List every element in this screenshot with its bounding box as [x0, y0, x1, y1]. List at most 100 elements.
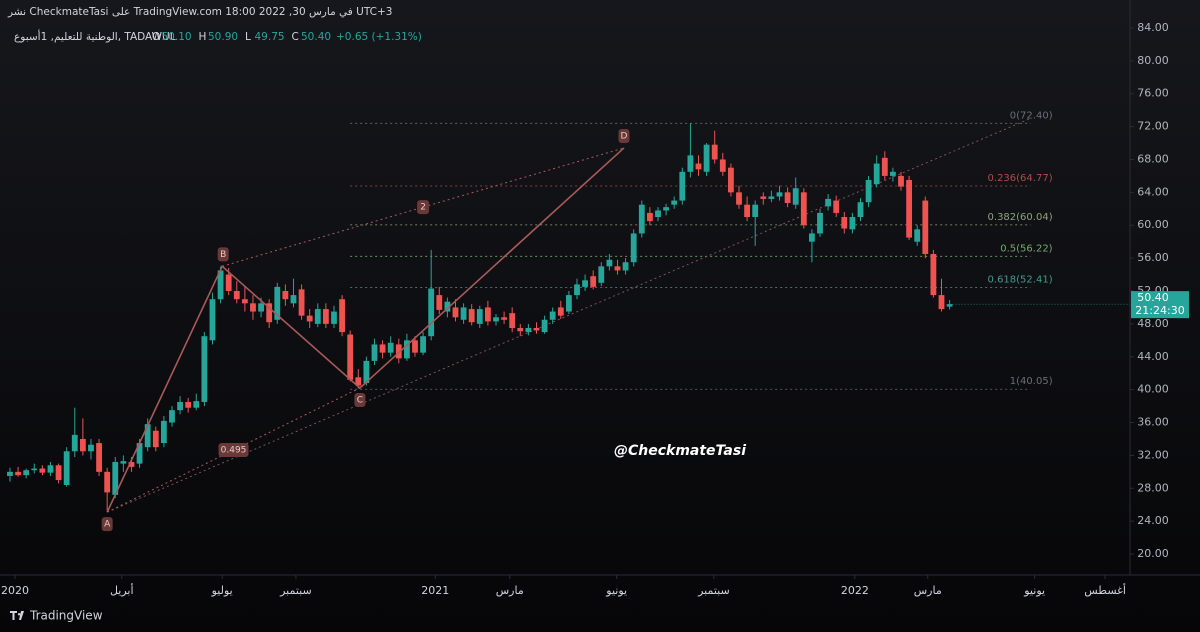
x-tick-label: مارس	[496, 584, 524, 597]
candle-body	[574, 284, 580, 296]
candle-body	[39, 468, 46, 473]
candle-body	[55, 465, 62, 481]
candle-body	[241, 299, 248, 304]
candle-body	[646, 212, 653, 222]
candle-body	[565, 295, 572, 312]
candle-body	[250, 303, 256, 312]
candle-body	[160, 420, 167, 444]
ohlc-key: O	[152, 31, 160, 43]
candle-body	[444, 301, 451, 312]
pattern-point-label-box	[217, 247, 229, 262]
candle-body	[412, 340, 418, 353]
candle-body	[112, 461, 119, 495]
x-tick-label: سبتمبر	[279, 584, 312, 597]
y-tick-label: 48.00	[1137, 317, 1169, 330]
candle-body	[468, 309, 475, 323]
candle-body	[671, 200, 678, 205]
candle-body	[88, 444, 94, 452]
candle-body	[865, 180, 872, 203]
y-tick-label: 36.00	[1137, 416, 1169, 429]
candle-body	[890, 171, 896, 176]
candle-body	[833, 200, 840, 213]
candle-body	[225, 274, 232, 291]
x-tick-label: يوليو	[211, 584, 233, 597]
price-tag-value: 50.40	[1137, 291, 1169, 304]
candle-body	[873, 163, 880, 185]
candle-body	[355, 377, 362, 386]
candle-body	[598, 266, 605, 283]
brand: TradingView	[10, 609, 103, 623]
candle-body	[687, 155, 694, 172]
candle-body	[136, 443, 143, 464]
candle-body	[768, 196, 775, 199]
published-line: نشر CheckmateTasi على TradingView.com في…	[7, 6, 392, 18]
candle-body	[339, 299, 345, 333]
y-tick-label: 72.00	[1137, 120, 1169, 133]
fib-label: 0(72.40)	[1010, 110, 1053, 121]
brand-name: TradingView	[29, 609, 103, 623]
x-tick-label: 2021	[421, 584, 449, 597]
pattern-point-label-box	[101, 517, 113, 532]
candle-body	[525, 327, 532, 333]
candle-body	[582, 280, 588, 287]
candle-body	[185, 401, 192, 408]
candle-body	[290, 295, 297, 304]
candle-body	[663, 207, 669, 211]
candle-body	[695, 163, 702, 170]
y-tick-label: 32.00	[1137, 448, 1169, 461]
candle-body	[849, 217, 856, 230]
candle-body	[395, 344, 402, 359]
candle-body	[841, 217, 848, 229]
pattern-point-label: C	[357, 395, 363, 405]
candle-body	[679, 171, 686, 201]
candle-body	[533, 327, 540, 331]
pattern-path	[106, 147, 625, 513]
candle-body	[630, 233, 637, 263]
candle-body	[379, 344, 386, 353]
candle-body	[15, 471, 21, 476]
ohlc-key: H	[199, 31, 207, 43]
candle-body	[144, 424, 151, 448]
ohlc-key: C	[292, 31, 299, 43]
candle-body	[930, 254, 937, 296]
y-tick-label: 68.00	[1137, 152, 1169, 165]
candle-body	[484, 307, 491, 322]
candle-body	[31, 468, 38, 471]
pattern-point-label-box	[618, 128, 630, 143]
y-tick-label: 44.00	[1137, 350, 1169, 363]
watermark: @CheckmateTasi	[614, 443, 746, 459]
symbol: الوطنية للتعليم, 1أسبوع, TADAWUL	[14, 29, 176, 43]
candle-body	[387, 342, 394, 353]
candle-body	[322, 309, 329, 324]
pattern-point-label-box	[354, 392, 366, 407]
candle-body	[800, 192, 807, 226]
candle-body	[914, 229, 921, 242]
candle-body	[217, 270, 224, 300]
fib-label: 0.618(52.41)	[988, 275, 1053, 286]
ohlc-value: 50.10	[162, 31, 192, 43]
candle-body	[557, 307, 564, 316]
pattern-ratio: 2	[420, 203, 426, 213]
candle-body	[655, 210, 661, 218]
candle-body	[363, 360, 370, 384]
candle-body	[152, 430, 159, 448]
ohlc-value: 50.90	[208, 31, 238, 43]
y-tick-label: 24.00	[1137, 514, 1169, 527]
price-tag-timer: 21:24:30	[1135, 304, 1184, 317]
x-tick-label: أبريل	[110, 583, 134, 597]
candle-body	[946, 304, 953, 307]
candle-body	[881, 157, 888, 176]
candle-body	[541, 319, 548, 333]
candle-body	[727, 167, 734, 193]
candle-body	[614, 266, 621, 271]
candle-body	[79, 438, 86, 452]
candle-body	[760, 196, 767, 199]
x-tick-label: سبتمبر	[697, 584, 730, 597]
candle-body	[209, 299, 216, 341]
y-tick-label: 84.00	[1137, 21, 1169, 34]
x-tick-label: أغسطس	[1084, 583, 1126, 597]
candle-body	[460, 307, 467, 320]
candle-body	[233, 290, 240, 300]
ohlc-value: 49.75	[255, 31, 285, 43]
